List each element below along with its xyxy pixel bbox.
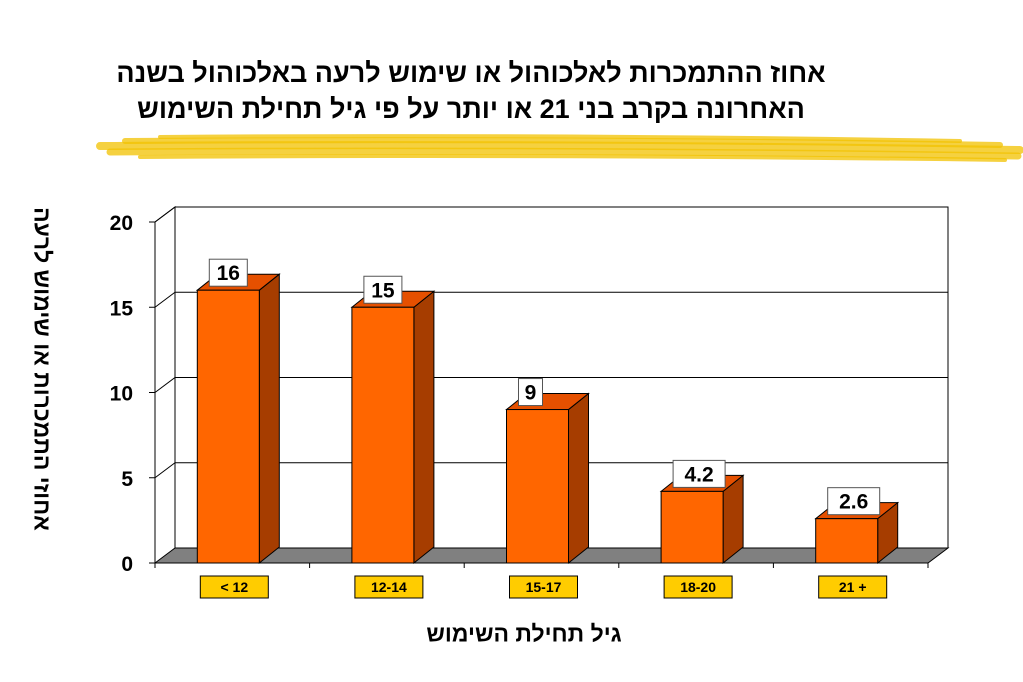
chart-title: אחוז ההתמכרות לאלכוהול או שימוש לרעה באל… <box>20 55 922 127</box>
y-tick-label: 5 <box>121 468 133 491</box>
brush-stroke-line-0 <box>96 141 1023 154</box>
bar-front <box>351 306 415 564</box>
data-label-box <box>363 275 403 304</box>
bar-front <box>815 518 879 564</box>
y-tick-label: 0 <box>121 553 133 576</box>
bar-side <box>258 273 280 565</box>
data-label: 9 <box>525 382 537 405</box>
gridline-side-5 <box>154 462 176 479</box>
bar-front <box>660 490 724 564</box>
bar <box>195 273 281 565</box>
category-label: < 12 <box>220 579 248 595</box>
bar <box>350 290 436 565</box>
gridline-side-15 <box>154 291 176 308</box>
category-labels: < 12 12-14 15-17 18-20 21 + <box>199 575 888 599</box>
decorative-brush-stroke <box>96 134 1023 162</box>
gridline-side-10 <box>154 377 176 393</box>
category-label-box <box>509 575 578 599</box>
bar <box>505 392 590 565</box>
category-label-box <box>818 575 888 599</box>
category-label: 15-17 <box>526 579 562 595</box>
y-axis: 0 5 10 15 20 <box>110 212 155 576</box>
title-line-2: האחרונה בקרב בני 21 או יותר על פי גיל תח… <box>137 94 805 124</box>
y-tick-label: 15 <box>110 297 134 320</box>
brush-stroke-line-1 <box>122 137 1003 148</box>
category-label: 12-14 <box>371 579 407 595</box>
x-axis <box>154 563 929 568</box>
bars <box>195 273 900 565</box>
bar-side <box>568 392 589 565</box>
y-axis-title: אחוזי התמכרות או שימוש לרעה <box>29 207 56 531</box>
brush-stroke-line-3 <box>158 134 962 143</box>
x-axis-title: גיל תחילת השימוש <box>426 620 622 647</box>
gridline-side-20 <box>154 206 176 223</box>
category-label: 21 + <box>839 579 867 595</box>
data-label-box <box>208 258 248 287</box>
category-label-box <box>354 575 424 599</box>
data-label: 16 <box>217 262 240 285</box>
data-label: 2.6 <box>839 491 868 514</box>
data-labels: 16 15 9 4.2 2.6 <box>208 258 881 516</box>
bar-front <box>196 289 260 564</box>
bar <box>659 474 745 565</box>
title-line-1: אחוז ההתמכרות לאלכוהול או שימוש לרעה באל… <box>116 58 826 88</box>
category-label-box <box>663 575 733 599</box>
brush-stroke-line-4 <box>138 154 1007 162</box>
data-label-box <box>827 487 881 516</box>
category-label: 18-20 <box>680 579 716 595</box>
data-label-box <box>518 378 543 407</box>
brush-stroke-line-2 <box>106 147 1022 160</box>
data-label-box <box>672 459 726 488</box>
bar-side <box>413 290 435 565</box>
y-tick-label: 10 <box>110 383 133 406</box>
category-label-box <box>199 575 269 599</box>
y-tick-label: 20 <box>110 212 133 235</box>
bar-front <box>506 409 569 564</box>
data-label: 15 <box>371 279 395 302</box>
data-label: 4.2 <box>684 463 713 486</box>
